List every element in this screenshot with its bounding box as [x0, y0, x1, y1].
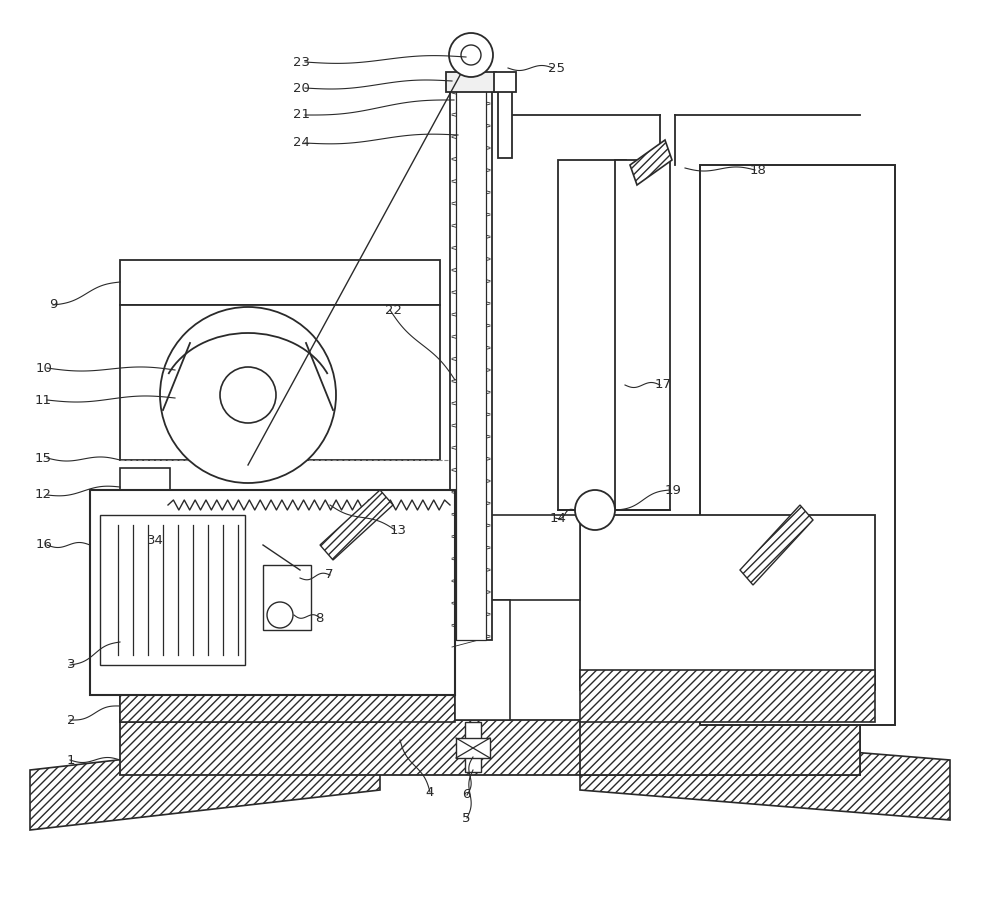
Bar [456, 90, 486, 640]
Bar [700, 165, 895, 725]
Bar [558, 160, 626, 510]
Bar [455, 515, 580, 600]
Bar [580, 720, 860, 775]
Text: 17: 17 [655, 378, 672, 392]
Bar [455, 600, 510, 720]
Text: 25: 25 [548, 62, 565, 74]
Text: 34: 34 [147, 533, 163, 547]
Bar [494, 72, 516, 92]
Circle shape [449, 33, 493, 77]
Bar [90, 490, 455, 695]
Bar [168, 493, 450, 513]
Bar [120, 720, 860, 775]
Polygon shape [30, 730, 380, 830]
Bar [580, 515, 875, 690]
Circle shape [575, 490, 615, 530]
Bar [100, 515, 245, 665]
Text: 10: 10 [35, 362, 52, 375]
Bar [446, 72, 496, 92]
Bar [615, 160, 670, 510]
Bar [120, 690, 385, 722]
Text: 11: 11 [35, 394, 52, 406]
Bar [498, 78, 512, 158]
Text: 13: 13 [390, 523, 407, 537]
Text: 19: 19 [665, 483, 682, 496]
Text: 24: 24 [293, 136, 310, 150]
Text: 1: 1 [66, 754, 75, 766]
Bar [465, 722, 481, 772]
Bar [456, 738, 490, 758]
Bar [120, 515, 455, 690]
Text: 14: 14 [550, 512, 567, 524]
Text: 2: 2 [66, 714, 75, 727]
Circle shape [461, 45, 481, 65]
Text: 7: 7 [325, 569, 334, 581]
Text: 22: 22 [385, 304, 402, 317]
Polygon shape [630, 140, 672, 185]
Text: 16: 16 [35, 539, 52, 551]
Text: 23: 23 [293, 55, 310, 69]
Circle shape [267, 602, 293, 628]
Text: 8: 8 [315, 611, 323, 625]
Circle shape [220, 367, 276, 423]
Polygon shape [320, 490, 393, 560]
Bar [620, 165, 665, 505]
Text: 9: 9 [50, 298, 58, 311]
Polygon shape [740, 505, 813, 585]
Text: 18: 18 [750, 163, 767, 177]
Bar [120, 670, 455, 722]
Text: 6: 6 [462, 788, 470, 802]
Text: 5: 5 [462, 812, 471, 824]
Bar [263, 565, 311, 630]
Text: 15: 15 [35, 452, 52, 464]
Circle shape [160, 307, 336, 483]
Text: 4: 4 [425, 785, 433, 798]
Text: 3: 3 [66, 658, 75, 671]
Bar [120, 260, 440, 305]
Text: 20: 20 [293, 82, 310, 94]
Text: 21: 21 [293, 109, 310, 122]
Bar [120, 468, 170, 506]
Bar [168, 490, 450, 512]
Bar [120, 595, 385, 690]
Bar [565, 165, 620, 505]
Bar [120, 305, 440, 460]
Bar [580, 670, 875, 722]
Polygon shape [580, 730, 950, 820]
Bar [450, 90, 492, 640]
Text: 12: 12 [35, 489, 52, 502]
